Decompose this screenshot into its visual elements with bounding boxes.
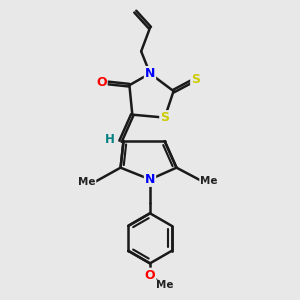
Text: S: S bbox=[191, 73, 200, 86]
Text: S: S bbox=[160, 111, 169, 124]
Text: O: O bbox=[145, 268, 155, 282]
Text: N: N bbox=[145, 67, 155, 80]
Text: O: O bbox=[96, 76, 107, 89]
Text: Me: Me bbox=[78, 177, 95, 188]
Text: Me: Me bbox=[200, 176, 218, 186]
Text: Me: Me bbox=[156, 280, 173, 290]
Text: H: H bbox=[105, 133, 115, 146]
Text: N: N bbox=[145, 173, 155, 186]
